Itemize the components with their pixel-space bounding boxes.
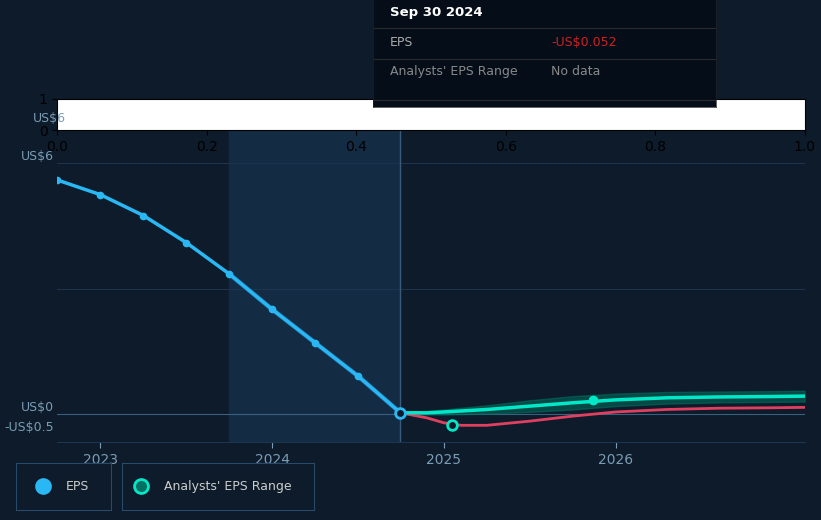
Text: Actual: Actual: [357, 114, 397, 127]
Text: Sep 30 2024: Sep 30 2024: [390, 6, 483, 19]
Text: EPS: EPS: [66, 479, 89, 493]
Text: EPS: EPS: [390, 35, 413, 48]
Text: Analysts' EPS Range: Analysts' EPS Range: [390, 65, 517, 78]
Text: -US$0.5: -US$0.5: [4, 422, 53, 435]
Text: -US$0.052: -US$0.052: [551, 35, 617, 48]
Text: US$6: US$6: [21, 150, 53, 163]
Text: Analysts Forecasts: Analysts Forecasts: [404, 114, 521, 127]
Bar: [229, 130, 401, 442]
Text: No data: No data: [551, 65, 601, 78]
Text: Analysts' EPS Range: Analysts' EPS Range: [164, 479, 291, 493]
Text: US$0: US$0: [21, 400, 53, 413]
Text: US$6: US$6: [33, 112, 66, 125]
